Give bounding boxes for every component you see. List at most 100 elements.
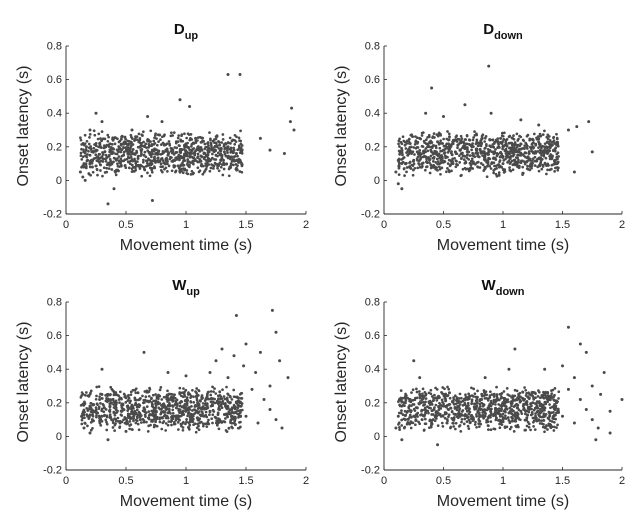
data-point	[228, 412, 231, 416]
data-point	[554, 404, 558, 408]
y-tick-label: 0.6	[365, 330, 380, 342]
data-point	[440, 421, 444, 425]
data-point	[214, 153, 218, 157]
data-point	[139, 150, 143, 154]
data-point	[397, 398, 401, 402]
data-point	[404, 401, 407, 405]
data-point	[226, 399, 229, 403]
data-point	[477, 425, 481, 428]
data-point	[398, 403, 401, 407]
data-point	[466, 167, 470, 171]
data-point	[220, 163, 224, 166]
data-point	[197, 428, 201, 432]
data-point	[439, 172, 442, 176]
data-point	[468, 138, 472, 142]
data-point	[455, 140, 459, 143]
data-point	[498, 422, 501, 426]
data-point	[418, 136, 422, 140]
data-point	[185, 403, 189, 407]
data-point	[232, 155, 236, 159]
data-point	[102, 166, 106, 170]
data-point	[436, 140, 440, 144]
data-point	[200, 406, 203, 410]
y-tick-label: 0	[374, 175, 380, 187]
data-point	[543, 142, 547, 146]
data-point	[446, 130, 449, 133]
data-point	[475, 425, 478, 429]
data-point	[537, 146, 540, 149]
data-point	[237, 396, 240, 400]
data-point	[229, 166, 233, 169]
data-point	[463, 413, 467, 416]
y-axis-label: Onset latency (s)	[333, 322, 350, 443]
data-point	[441, 400, 444, 404]
data-point	[127, 393, 130, 397]
data-point	[88, 136, 91, 139]
data-point	[490, 393, 494, 396]
data-point	[467, 427, 471, 430]
data-point	[146, 430, 150, 433]
data-point	[131, 388, 135, 392]
data-point	[432, 144, 436, 147]
data-point	[422, 408, 426, 412]
data-point	[527, 156, 530, 160]
data-point	[464, 393, 467, 397]
data-point	[187, 406, 190, 410]
data-point	[154, 406, 158, 410]
data-point	[552, 417, 556, 421]
data-point	[242, 364, 246, 368]
data-point	[208, 158, 212, 162]
data-point	[135, 405, 139, 409]
data-point	[590, 150, 594, 154]
data-point	[216, 151, 220, 155]
data-point	[401, 135, 405, 139]
data-point	[184, 408, 188, 412]
data-point	[515, 389, 519, 393]
data-point	[543, 408, 546, 412]
data-point	[555, 411, 558, 415]
data-point	[122, 418, 125, 422]
data-point	[79, 138, 83, 142]
data-point	[510, 419, 514, 423]
data-point	[471, 142, 474, 145]
data-point	[221, 138, 225, 141]
data-point	[80, 394, 83, 397]
data-point	[141, 160, 145, 164]
data-point	[428, 161, 431, 164]
data-point	[476, 141, 480, 145]
data-point	[513, 163, 517, 167]
data-point	[523, 412, 527, 416]
data-point	[524, 151, 528, 155]
data-point	[87, 172, 91, 175]
data-point	[268, 384, 272, 388]
data-point	[602, 371, 606, 375]
data-point	[545, 172, 548, 176]
data-point	[444, 397, 447, 401]
data-point	[104, 418, 108, 422]
data-point	[202, 152, 206, 156]
data-point	[104, 153, 108, 157]
data-point	[409, 420, 413, 423]
x-tick-label: 1	[183, 475, 189, 487]
data-point	[429, 140, 433, 144]
data-point	[553, 393, 556, 397]
x-tick-label: 1.5	[555, 475, 570, 487]
data-point	[203, 142, 207, 146]
data-point	[483, 165, 487, 169]
data-point	[173, 422, 177, 426]
data-point	[525, 400, 529, 403]
data-point	[133, 159, 137, 163]
data-point	[218, 390, 222, 393]
data-point	[189, 400, 193, 403]
data-point	[94, 156, 97, 160]
data-point	[130, 404, 134, 408]
data-point	[500, 134, 504, 138]
data-point	[196, 418, 200, 422]
data-point	[147, 394, 151, 398]
data-point	[142, 158, 145, 162]
data-point	[549, 155, 553, 159]
data-point	[499, 419, 503, 422]
data-point	[499, 136, 503, 140]
data-point	[146, 399, 150, 403]
data-point	[104, 157, 107, 161]
